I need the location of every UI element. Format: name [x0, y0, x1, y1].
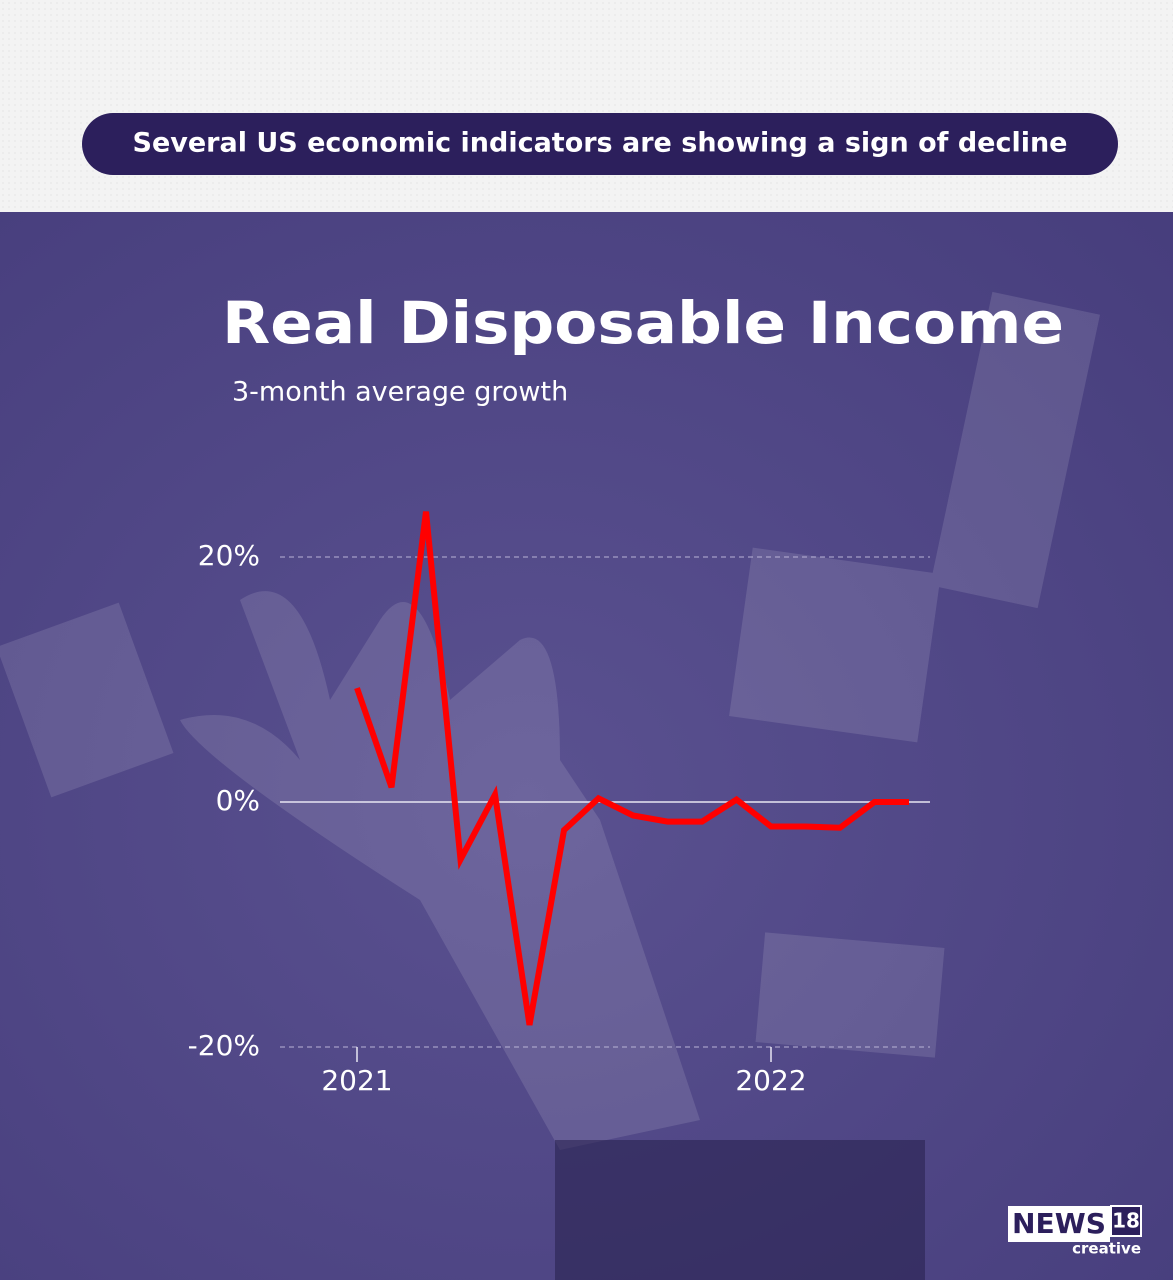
data-line — [354, 511, 909, 1026]
background-decor — [0, 291, 1100, 1150]
y-tick-label: 0% — [216, 784, 260, 817]
chart-bg — [0, 212, 1173, 1280]
banner-text: Several US economic indicators are showi… — [133, 128, 1068, 159]
logo-number: 18 — [1112, 1209, 1140, 1233]
logo-number-box — [1110, 1205, 1142, 1237]
sleeve — [555, 1140, 925, 1280]
x-tick-label: 2021 — [321, 1064, 392, 1097]
logo-tagline: creative — [1072, 1240, 1141, 1258]
y-tick-label: -20% — [188, 1029, 260, 1062]
banner-pill — [82, 113, 1118, 175]
y-tick-label: 20% — [198, 539, 260, 572]
header-bg — [0, 0, 1173, 212]
chart-title: Real Disposable Income — [222, 289, 1064, 357]
chart-subtitle: 3-month average growth — [232, 377, 568, 408]
logo: NEWS 18 creative — [1008, 1205, 1142, 1258]
logo-box — [1008, 1206, 1110, 1242]
logo-brand: NEWS — [1012, 1207, 1106, 1240]
x-tick-label: 2022 — [735, 1064, 806, 1097]
